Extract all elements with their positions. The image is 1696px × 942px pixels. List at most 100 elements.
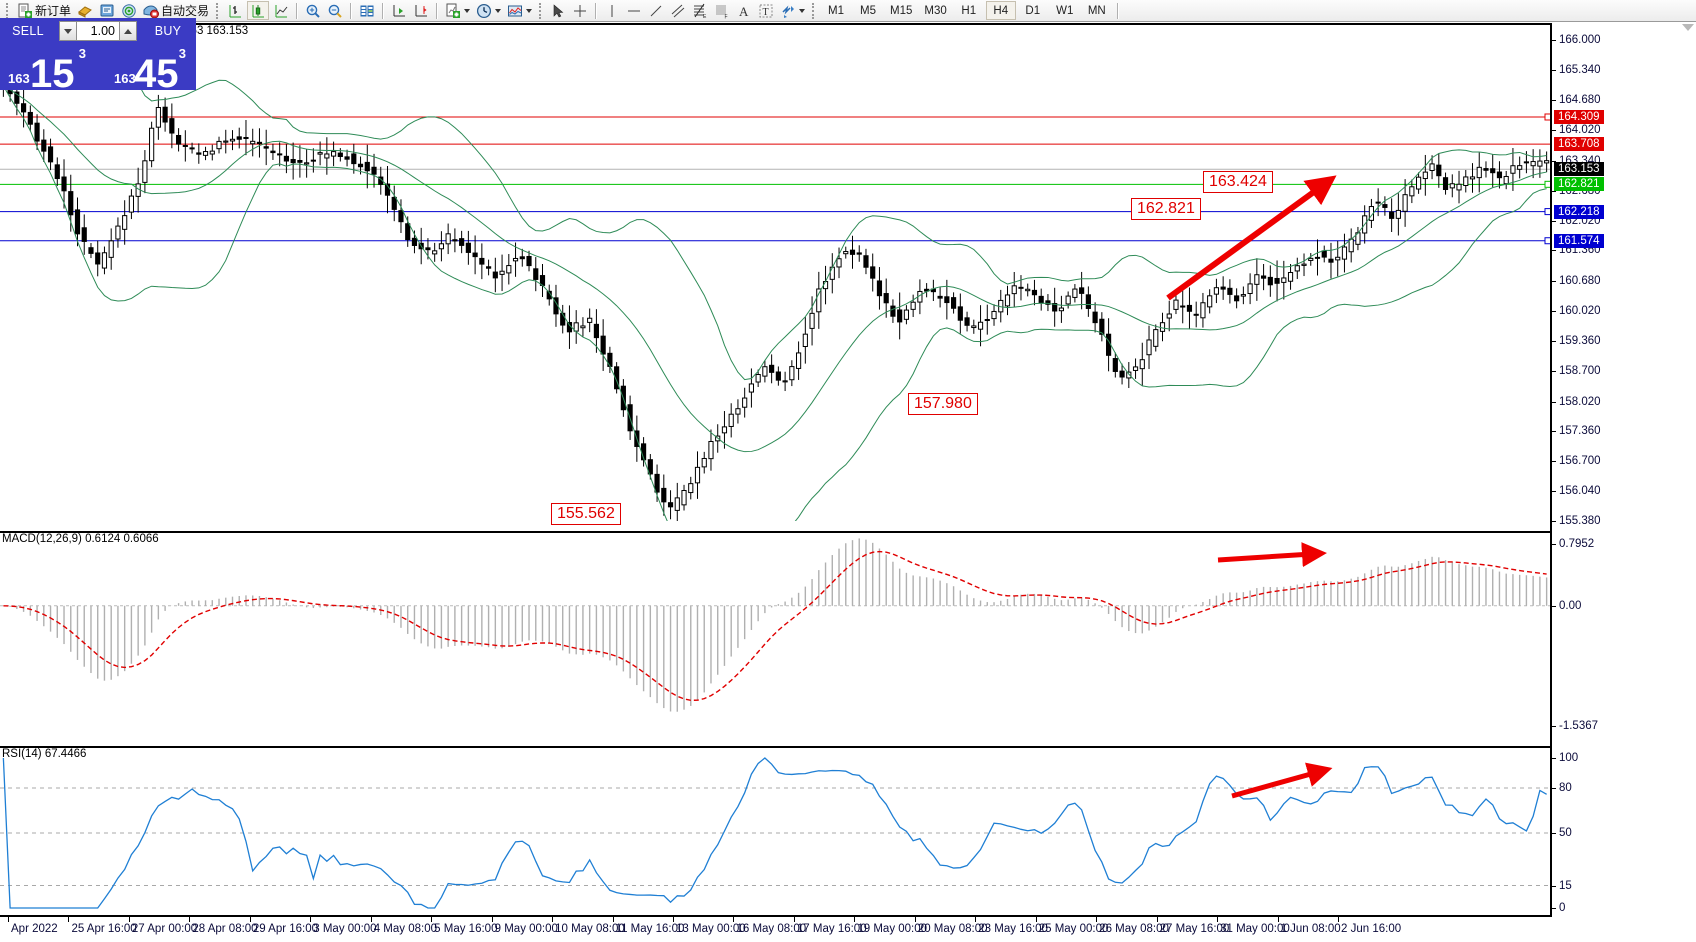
- line-chart-button[interactable]: [271, 1, 291, 21]
- timeframe-m5-button[interactable]: M5: [860, 4, 877, 17]
- trade-panel-controls-row: SELL 1.00 BUY: [0, 18, 196, 44]
- arrows-button[interactable]: [778, 1, 807, 21]
- price-level-badge-163-153[interactable]: 163.153: [1554, 162, 1604, 177]
- data-window-icon: [359, 3, 375, 19]
- annotation-163424[interactable]: 163.424: [1203, 171, 1273, 193]
- timeframe-w1-button[interactable]: W1: [1056, 4, 1074, 17]
- time-label: 5 May 16:00: [434, 923, 498, 935]
- fibonacci-retracement-button[interactable]: E: [690, 1, 710, 21]
- fib-grid-icon: F: [714, 3, 730, 19]
- bid-price-prefix: 163: [8, 71, 30, 86]
- toolbar-grip-4[interactable]: [812, 2, 816, 19]
- expert-advisors-button[interactable]: [75, 1, 95, 21]
- timeframe-m1-button[interactable]: M1: [828, 4, 845, 17]
- time-label: 9 May 00:00: [494, 923, 558, 935]
- macd-chart-canvas[interactable]: [0, 534, 1550, 740]
- price-level-badge-163-708[interactable]: 163.708: [1554, 137, 1604, 152]
- price-level-badge-162-821[interactable]: 162.821: [1554, 177, 1604, 192]
- sell-button[interactable]: SELL: [0, 18, 56, 44]
- data-window-button[interactable]: [357, 1, 377, 21]
- macd-pane-top-border: [0, 531, 1550, 533]
- time-label: 25 Apr 16:00: [71, 923, 137, 935]
- periodicity-button[interactable]: [474, 1, 503, 21]
- candlestick-chart-button[interactable]: [247, 1, 270, 20]
- toolbar-separator-4: [436, 2, 439, 19]
- buy-button[interactable]: BUY: [140, 18, 196, 44]
- text-button[interactable]: A: [734, 1, 754, 21]
- price-level-badge-161-574[interactable]: 161.574: [1554, 233, 1604, 248]
- new-chart-icon: [445, 3, 461, 19]
- annotation-155562[interactable]: 155.562: [551, 503, 621, 525]
- new-order-button[interactable]: 新订单: [15, 1, 73, 21]
- crosshair-icon: [572, 3, 588, 19]
- indicators-button[interactable]: [505, 1, 534, 21]
- zoom-in-button[interactable]: [303, 1, 323, 21]
- auto-scroll-icon: [391, 3, 407, 19]
- ask-price-big: 45: [134, 52, 179, 96]
- time-tick: [914, 917, 916, 922]
- strategy-tester-button[interactable]: [119, 1, 139, 21]
- text-label-button[interactable]: T: [756, 1, 776, 21]
- time-tick: [431, 917, 433, 922]
- autotrading-button[interactable]: 自动交易: [141, 1, 211, 21]
- clock-icon: [476, 3, 492, 19]
- chart-scroll-arrow-icon[interactable]: [1682, 24, 1694, 31]
- timeframe-m15-button[interactable]: M15: [890, 4, 913, 17]
- timeframe-d1-button[interactable]: D1: [1025, 4, 1041, 17]
- timeframe-h4-button[interactable]: H4: [985, 1, 1016, 20]
- price-axis[interactable]: 166.000165.340164.680164.020163.340162.6…: [1550, 23, 1696, 917]
- timeframe-h1-button[interactable]: H1: [961, 4, 977, 17]
- chevron-down-icon[interactable]: [526, 8, 533, 13]
- trendline-button[interactable]: [646, 1, 666, 21]
- toolbar-separator-1: [296, 2, 299, 19]
- time-label: 26 May 08:00: [1099, 923, 1169, 935]
- chevron-down-icon[interactable]: [464, 8, 471, 13]
- rsi-tick-0: 100: [1552, 752, 1578, 764]
- volume-input[interactable]: 1.00: [77, 21, 119, 41]
- toolbar-grip-2[interactable]: [216, 2, 220, 19]
- price-level-badge-164-309[interactable]: 164.309: [1554, 109, 1604, 124]
- new-chart-button[interactable]: [443, 1, 472, 21]
- volume-increase-button[interactable]: [119, 21, 137, 41]
- price-tick-166-000: 166.000: [1552, 34, 1601, 46]
- vertical-line-button[interactable]: [602, 1, 622, 21]
- bar-chart-button[interactable]: [225, 1, 245, 21]
- one-click-trading-panel[interactable]: SELL 1.00 BUY 163 15 3 163 45 3: [0, 18, 196, 94]
- annotation-157980[interactable]: 157.980: [908, 393, 978, 415]
- chart-shift-button[interactable]: [411, 1, 431, 21]
- timeframe-mn-button[interactable]: MN: [1087, 4, 1106, 17]
- time-axis[interactable]: Apr 2022 25 Apr 16:00 27 Apr 00:00 28 Apr 0…: [0, 917, 1550, 942]
- cursor-button[interactable]: [548, 1, 568, 21]
- price-level-badge-162-218[interactable]: 162.218: [1554, 204, 1604, 219]
- metaeditor-button[interactable]: [97, 1, 117, 21]
- time-label: 17 May 16:00: [796, 923, 867, 935]
- trend-arrow-macd: [1217, 542, 1327, 568]
- time-label: 4 May 08:00: [373, 923, 438, 935]
- bid-price-display[interactable]: 163 15 3: [0, 44, 96, 94]
- price-tick-159-360: 159.360: [1552, 335, 1601, 347]
- chevron-down-icon[interactable]: [799, 8, 806, 13]
- chevron-down-icon[interactable]: [495, 8, 502, 13]
- crosshair-button[interactable]: [570, 1, 590, 21]
- toolbar-grip-3[interactable]: [539, 2, 543, 19]
- timeframe-m30-button[interactable]: M30: [924, 4, 947, 17]
- horizontal-line-button[interactable]: [624, 1, 644, 21]
- rsi-chart-canvas[interactable]: [0, 749, 1550, 917]
- zoom-out-button[interactable]: [325, 1, 345, 21]
- time-tick: [552, 917, 554, 922]
- chart-area[interactable]: GBPJPY-,H4 163.254 163.335 163.153 163.1…: [0, 23, 1696, 942]
- volume-decrease-button[interactable]: [59, 21, 77, 41]
- equidistant-channel-button[interactable]: [668, 1, 688, 21]
- rsi-tick-2: 50: [1552, 827, 1572, 839]
- time-label: 1 Jun 08:00: [1280, 923, 1341, 935]
- zoom-out-icon: [327, 3, 343, 19]
- rsi-tick-1: 80: [1552, 782, 1572, 794]
- auto-scroll-button[interactable]: [389, 1, 409, 21]
- fib-grid-button[interactable]: F: [712, 1, 732, 21]
- ask-price-display[interactable]: 163 45 3: [96, 44, 196, 94]
- volume-stepper[interactable]: 1.00: [56, 18, 140, 44]
- macd-pane-label: MACD(12,26,9) 0.6124 0.6066: [2, 533, 159, 545]
- annotation-162821[interactable]: 162.821: [1131, 198, 1201, 220]
- toolbar-grip[interactable]: [6, 2, 10, 19]
- price-chart-canvas[interactable]: [0, 26, 1550, 521]
